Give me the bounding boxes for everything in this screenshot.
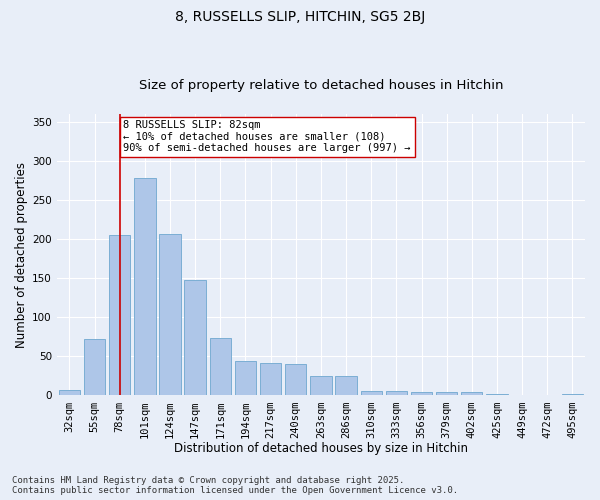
Bar (436, 392, 457, 396)
Bar (411, 392, 432, 396)
Bar (511, 394, 533, 396)
Bar (285, 364, 307, 396)
Bar (260, 362, 281, 396)
Title: Size of property relative to detached houses in Hitchin: Size of property relative to detached ho… (139, 79, 503, 92)
Bar (386, 391, 407, 396)
Bar (461, 392, 482, 396)
Text: 8 RUSSELLS SLIP: 82sqm
← 10% of detached houses are smaller (108)
90% of semi-de: 8 RUSSELLS SLIP: 82sqm ← 10% of detached… (124, 120, 411, 154)
Bar (235, 361, 256, 396)
Text: Contains HM Land Registry data © Crown copyright and database right 2025.
Contai: Contains HM Land Registry data © Crown c… (12, 476, 458, 495)
Bar (486, 394, 508, 396)
Bar (184, 280, 206, 396)
Y-axis label: Number of detached properties: Number of detached properties (15, 162, 28, 348)
Bar (59, 390, 80, 396)
Bar (109, 235, 130, 396)
Text: 8, RUSSELLS SLIP, HITCHIN, SG5 2BJ: 8, RUSSELLS SLIP, HITCHIN, SG5 2BJ (175, 10, 425, 24)
Bar (159, 234, 181, 396)
Bar (209, 338, 231, 396)
Bar (84, 339, 105, 396)
Bar (310, 376, 332, 396)
Bar (536, 394, 558, 396)
X-axis label: Distribution of detached houses by size in Hitchin: Distribution of detached houses by size … (174, 442, 468, 455)
Bar (361, 391, 382, 396)
Bar (134, 178, 155, 396)
Bar (335, 376, 357, 396)
Bar (562, 394, 583, 396)
